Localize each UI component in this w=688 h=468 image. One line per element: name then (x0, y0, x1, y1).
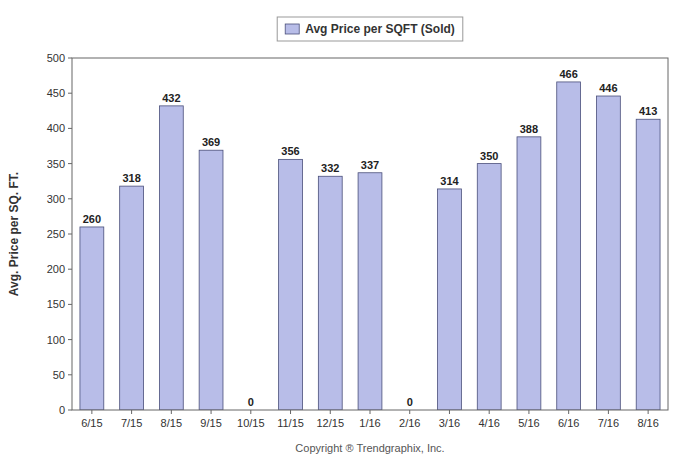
x-tick-label: 7/15 (121, 417, 142, 429)
y-tick-label: 300 (47, 193, 65, 205)
x-tick (91, 410, 92, 414)
y-tick-label: 100 (47, 334, 65, 346)
bars (80, 82, 660, 410)
data-label: 0 (407, 396, 413, 408)
y-tick-label: 0 (59, 404, 65, 416)
data-label: 337 (361, 159, 379, 171)
y-tick (68, 374, 72, 375)
plot-frame (72, 58, 668, 410)
x-tick (409, 410, 410, 414)
x-axis-label: Copyright ® Trendgraphix, Inc. (295, 442, 444, 454)
y-tick-label: 500 (47, 52, 65, 64)
bar (120, 186, 144, 410)
y-tick (68, 269, 72, 270)
data-label: 0 (248, 396, 254, 408)
y-tick-label: 400 (47, 122, 65, 134)
x-tick-label: 8/16 (637, 417, 658, 429)
data-label: 466 (559, 68, 577, 80)
bar (199, 150, 223, 410)
data-label: 432 (162, 92, 180, 104)
x-tick-label: 12/15 (317, 417, 345, 429)
data-label: 332 (321, 162, 339, 174)
x-tick (171, 410, 172, 414)
x-tick-label: 10/15 (237, 417, 265, 429)
y-tick (68, 58, 72, 59)
y-tick (68, 304, 72, 305)
bar (318, 176, 342, 410)
data-label: 356 (281, 145, 299, 157)
data-label: 388 (520, 123, 538, 135)
x-tick (330, 410, 331, 414)
bar (517, 137, 541, 410)
x-tick (211, 410, 212, 414)
y-tick-label: 250 (47, 228, 65, 240)
x-tick-label: 4/16 (478, 417, 499, 429)
x-tick-label: 1/16 (359, 417, 380, 429)
x-tick (370, 410, 371, 414)
x-tick-label: 2/16 (399, 417, 420, 429)
bar (596, 96, 620, 410)
data-label: 314 (440, 175, 459, 187)
y-tick (68, 93, 72, 94)
x-tick-label: 6/16 (558, 417, 579, 429)
legend-item: Avg Price per SQFT (Sold) (285, 22, 455, 36)
bar (636, 119, 660, 410)
y-tick-label: 450 (47, 87, 65, 99)
x-tick (449, 410, 450, 414)
x-tick-label: 6/15 (81, 417, 102, 429)
data-label: 446 (599, 82, 617, 94)
bar (477, 164, 501, 410)
legend-swatch (285, 24, 299, 34)
y-axis-label: Avg. Price per SQ. FT. (7, 172, 21, 296)
bar (80, 227, 104, 410)
data-label: 369 (202, 136, 220, 148)
chart: 260 318 432 369 0 356 332 337 0 314 350 388 466 446 41… (0, 0, 688, 468)
bar (358, 173, 382, 410)
x-tick (648, 410, 649, 414)
legend-label: Avg Price per SQFT (Sold) (305, 22, 455, 36)
y-tick (68, 339, 72, 340)
y-tick (68, 410, 72, 411)
x-tick (290, 410, 291, 414)
x-tick (528, 410, 529, 414)
x-tick-label: 7/16 (598, 417, 619, 429)
y-tick (68, 163, 72, 164)
y-tick (68, 198, 72, 199)
data-label: 318 (122, 172, 140, 184)
data-label: 260 (83, 213, 101, 225)
y-tick-label: 350 (47, 158, 65, 170)
bar (159, 106, 183, 410)
x-tick-label: 3/16 (439, 417, 460, 429)
bar (438, 189, 462, 410)
legend: Avg Price per SQFT (Sold) (277, 17, 463, 41)
legend-frame (277, 17, 463, 41)
y-tick-label: 150 (47, 298, 65, 310)
data-label: 350 (480, 150, 498, 162)
x-tick-label: 11/15 (277, 417, 304, 429)
x-tick-label: 9/15 (200, 417, 221, 429)
x-tick-label: 8/15 (161, 417, 182, 429)
x-tick-label: 5/16 (518, 417, 539, 429)
bar (557, 82, 581, 410)
bar (279, 159, 303, 410)
x-tick (131, 410, 132, 414)
y-tick (68, 128, 72, 129)
x-tick (568, 410, 569, 414)
x-tick (608, 410, 609, 414)
x-tick (489, 410, 490, 414)
y-tick-label: 50 (53, 369, 65, 381)
y-tick-label: 200 (47, 263, 65, 275)
y-tick (68, 234, 72, 235)
data-label: 413 (639, 105, 657, 117)
x-tick (250, 410, 251, 414)
